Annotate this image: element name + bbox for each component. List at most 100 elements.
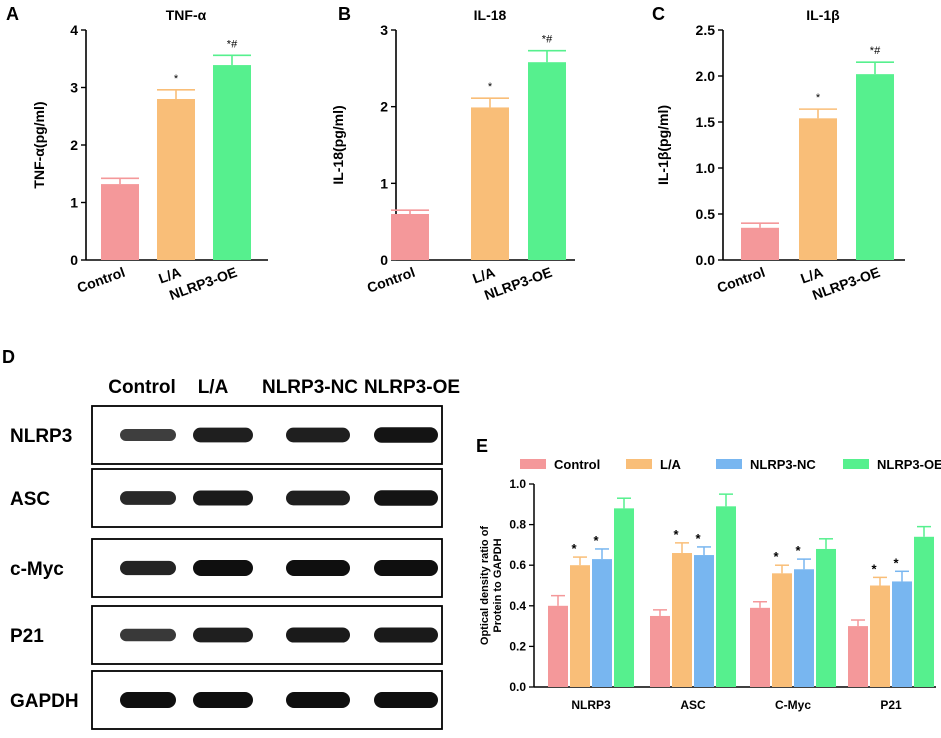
y-tick-label: 1.0 — [696, 160, 716, 176]
blot-band — [286, 560, 350, 576]
bar — [816, 548, 836, 687]
legend-swatch — [843, 459, 869, 469]
significance-label: *# — [870, 45, 881, 57]
significance-label: * — [816, 92, 821, 104]
panel-letter-c: C — [652, 4, 665, 24]
bar — [213, 65, 251, 260]
significance-label: * — [871, 561, 877, 576]
blot-band — [374, 560, 438, 576]
x-tick-label: C-Myc — [775, 698, 811, 712]
western-blot: Control L/A NLRP3-NC NLRP3-OE NLRP3 ASC c-Myc P… — [10, 377, 460, 730]
bar — [856, 74, 894, 260]
blot-band — [374, 627, 438, 643]
y-tick-label: 0.2 — [509, 639, 526, 653]
panel-letter-e: E — [476, 436, 488, 456]
panel-letter-d: D — [2, 347, 15, 367]
y-axis-label: IL-1β(pg/ml) — [655, 105, 671, 185]
blot-band — [286, 627, 350, 643]
x-tick-label: Control — [365, 264, 417, 296]
y-tick-label: 1.0 — [509, 477, 526, 491]
significance-label: * — [174, 73, 179, 85]
y-tick-label: 2.5 — [696, 22, 716, 38]
y-tick-label: 0 — [380, 252, 388, 268]
x-tick-label: P21 — [880, 698, 902, 712]
blot-band — [374, 692, 438, 708]
legend-swatch — [520, 459, 546, 469]
blot-column-label: NLRP3-OE — [364, 377, 460, 398]
bar — [548, 605, 568, 687]
bar — [391, 214, 429, 260]
blot-band — [286, 427, 350, 443]
legend-label: Control — [554, 457, 600, 472]
legend-swatch — [626, 459, 652, 469]
bar — [741, 227, 779, 260]
panel-letter-b: B — [338, 4, 351, 24]
significance-label: * — [593, 533, 599, 548]
bar — [870, 585, 890, 687]
y-axis-label: IL-18(pg/ml) — [330, 105, 346, 184]
x-tick-label: L/A — [156, 264, 183, 287]
y-tick-label: 1 — [70, 195, 78, 211]
bar — [799, 118, 837, 260]
blot-row-label: NLRP3 — [10, 426, 72, 447]
y-tick-label: 0.5 — [696, 206, 716, 222]
blot-band — [374, 427, 438, 443]
bar — [614, 508, 634, 687]
blot-band — [120, 560, 176, 576]
bar — [157, 99, 195, 260]
blot-column-label: NLRP3-NC — [262, 377, 358, 398]
blot-row-label: GAPDH — [10, 691, 79, 712]
significance-label: *# — [542, 34, 553, 46]
chart-title: TNF-α — [166, 7, 207, 23]
y-tick-label: 0.8 — [509, 518, 526, 532]
y-tick-label: 0 — [70, 252, 78, 268]
y-tick-label: 0.0 — [509, 680, 526, 694]
significance-label: * — [673, 527, 679, 542]
x-tick-label: NLRP3 — [571, 698, 611, 712]
y-tick-label: 3 — [380, 22, 388, 38]
x-tick-label: ASC — [680, 698, 706, 712]
blot-band — [193, 560, 253, 576]
chart-title: IL-18 — [474, 7, 507, 23]
blot-band — [193, 692, 253, 708]
blot-column-label: L/A — [198, 377, 229, 398]
x-tick-label: L/A — [470, 264, 497, 287]
significance-label: * — [488, 81, 493, 93]
y-tick-label: 3 — [70, 80, 78, 96]
blot-band — [120, 628, 176, 642]
bar — [848, 626, 868, 687]
bar — [650, 615, 670, 687]
legend-label: L/A — [660, 457, 682, 472]
bar — [471, 107, 509, 260]
x-tick-label: L/A — [798, 264, 825, 287]
bar — [694, 555, 714, 687]
blot-band — [120, 692, 176, 708]
significance-label: * — [893, 555, 899, 570]
blot-column-label: Control — [108, 377, 176, 398]
y-axis-label: Optical density ratio of — [479, 526, 491, 646]
bar — [528, 62, 566, 261]
bar — [750, 607, 770, 687]
chart-title: IL-1β — [806, 7, 840, 23]
legend-label: NLRP3-NC — [750, 457, 816, 472]
significance-label: * — [795, 543, 801, 558]
y-tick-label: 4 — [70, 22, 78, 38]
y-tick-label: 2 — [70, 137, 78, 153]
bar — [101, 184, 139, 260]
significance-label: * — [571, 541, 577, 556]
x-tick-label: Control — [715, 264, 767, 296]
chart-il-1-beta: IL-1β IL-1β(pg/ml) 0.0 0.5 1.0 1.5 2.0 2.5 * *# Co… — [655, 7, 905, 303]
y-tick-label: 1.5 — [696, 114, 716, 130]
blot-row-label: P21 — [10, 626, 44, 647]
significance-label: * — [773, 549, 779, 564]
blot-band — [286, 490, 350, 506]
significance-label: * — [695, 531, 701, 546]
blot-band — [193, 427, 253, 443]
bar — [892, 581, 912, 687]
blot-row-label: c-Myc — [10, 559, 64, 580]
bar — [672, 553, 692, 687]
blot-band — [193, 490, 253, 506]
chart-optical-density: Control L/A NLRP3-NC NLRP3-OE Optical densit… — [479, 457, 941, 712]
